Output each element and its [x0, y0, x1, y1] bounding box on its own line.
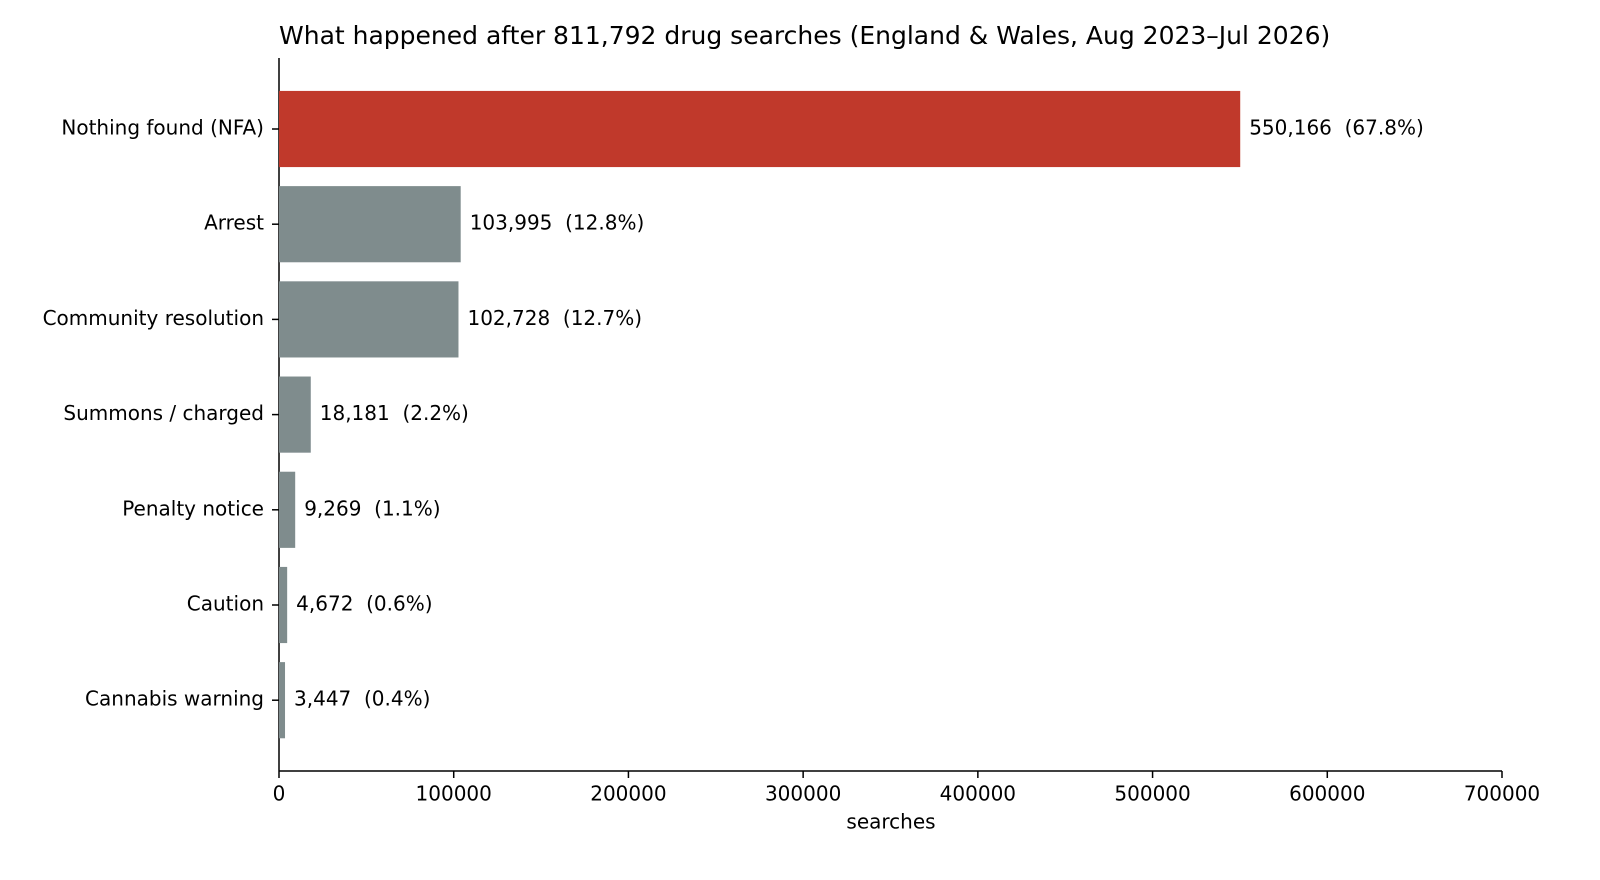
x-tick-label: 200000 — [590, 782, 666, 806]
value-label: 9,269 (1.1%) — [304, 496, 440, 520]
x-axis-label: searches — [846, 810, 935, 834]
bar — [279, 281, 459, 358]
value-label: 103,995 (12.8%) — [470, 211, 645, 235]
value-label: 102,728 (12.7%) — [467, 306, 642, 330]
x-tick-label: 400000 — [940, 782, 1016, 806]
value-label: 550,166 (67.8%) — [1249, 116, 1424, 140]
bar — [279, 90, 1241, 168]
value-label: 4,672 (0.6%) — [296, 592, 432, 616]
y-tick-label: Caution — [187, 592, 264, 616]
value-label: 3,447 (0.4%) — [294, 687, 430, 711]
chart-title: What happened after 811,792 drug searche… — [279, 21, 1330, 50]
bar — [279, 186, 461, 263]
bar — [279, 662, 286, 739]
y-tick-label: Arrest — [204, 211, 264, 235]
x-tick-label: 0 — [273, 782, 286, 806]
x-tick-label: 300000 — [765, 782, 841, 806]
bar — [279, 376, 311, 453]
y-tick-label: Nothing found (NFA) — [61, 116, 264, 140]
x-tick-label: 700000 — [1464, 782, 1540, 806]
y-tick-label: Community resolution — [43, 306, 264, 330]
x-tick-label: 500000 — [1114, 782, 1190, 806]
y-tick-label: Summons / charged — [63, 401, 264, 425]
y-tick-label: Penalty notice — [122, 496, 264, 520]
bar — [279, 471, 296, 548]
x-tick-label: 600000 — [1289, 782, 1365, 806]
x-tick-label: 100000 — [416, 782, 492, 806]
y-tick-label: Cannabis warning — [85, 687, 264, 711]
value-label: 18,181 (2.2%) — [320, 401, 469, 425]
bar — [279, 566, 288, 644]
